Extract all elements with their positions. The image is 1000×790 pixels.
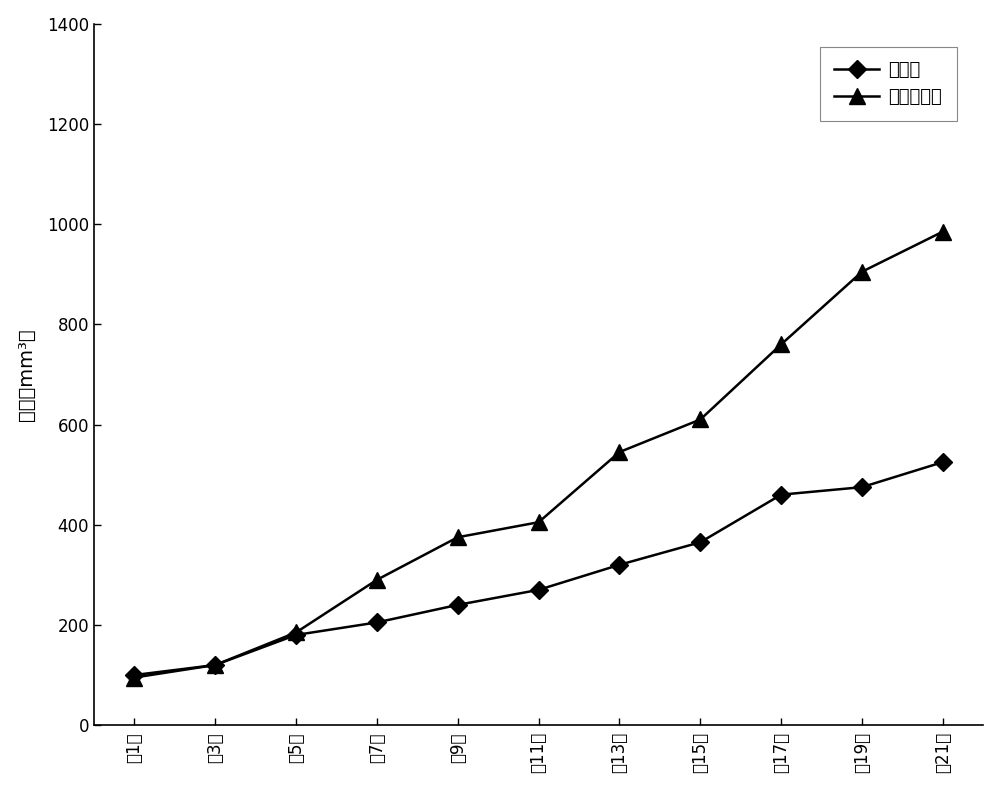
治疗组 [694, 537, 706, 547]
Legend: 治疗组, 阴性对照组: 治疗组, 阴性对照组 [820, 47, 957, 121]
阴性对照组 [613, 447, 625, 457]
阴性对照组 [452, 532, 464, 542]
阴性对照组 [856, 267, 868, 276]
治疗组 [937, 457, 949, 467]
阴性对照组 [290, 628, 302, 638]
治疗组 [613, 560, 625, 570]
治疗组 [371, 618, 383, 627]
阴性对照组 [128, 673, 140, 683]
治疗组 [856, 483, 868, 492]
Line: 阴性对照组: 阴性对照组 [127, 224, 951, 685]
阴性对照组 [775, 340, 787, 349]
阴性对照组 [209, 660, 221, 670]
治疗组 [533, 585, 545, 595]
阴性对照组 [694, 415, 706, 424]
阴性对照组 [371, 575, 383, 585]
治疗组 [290, 630, 302, 640]
阴性对照组 [937, 227, 949, 236]
Y-axis label: 体积（mm³）: 体积（mm³） [17, 328, 36, 421]
治疗组 [209, 660, 221, 670]
阴性对照组 [533, 517, 545, 527]
治疗组 [775, 490, 787, 499]
治疗组 [128, 670, 140, 679]
治疗组 [452, 600, 464, 610]
Line: 治疗组: 治疗组 [128, 456, 949, 681]
